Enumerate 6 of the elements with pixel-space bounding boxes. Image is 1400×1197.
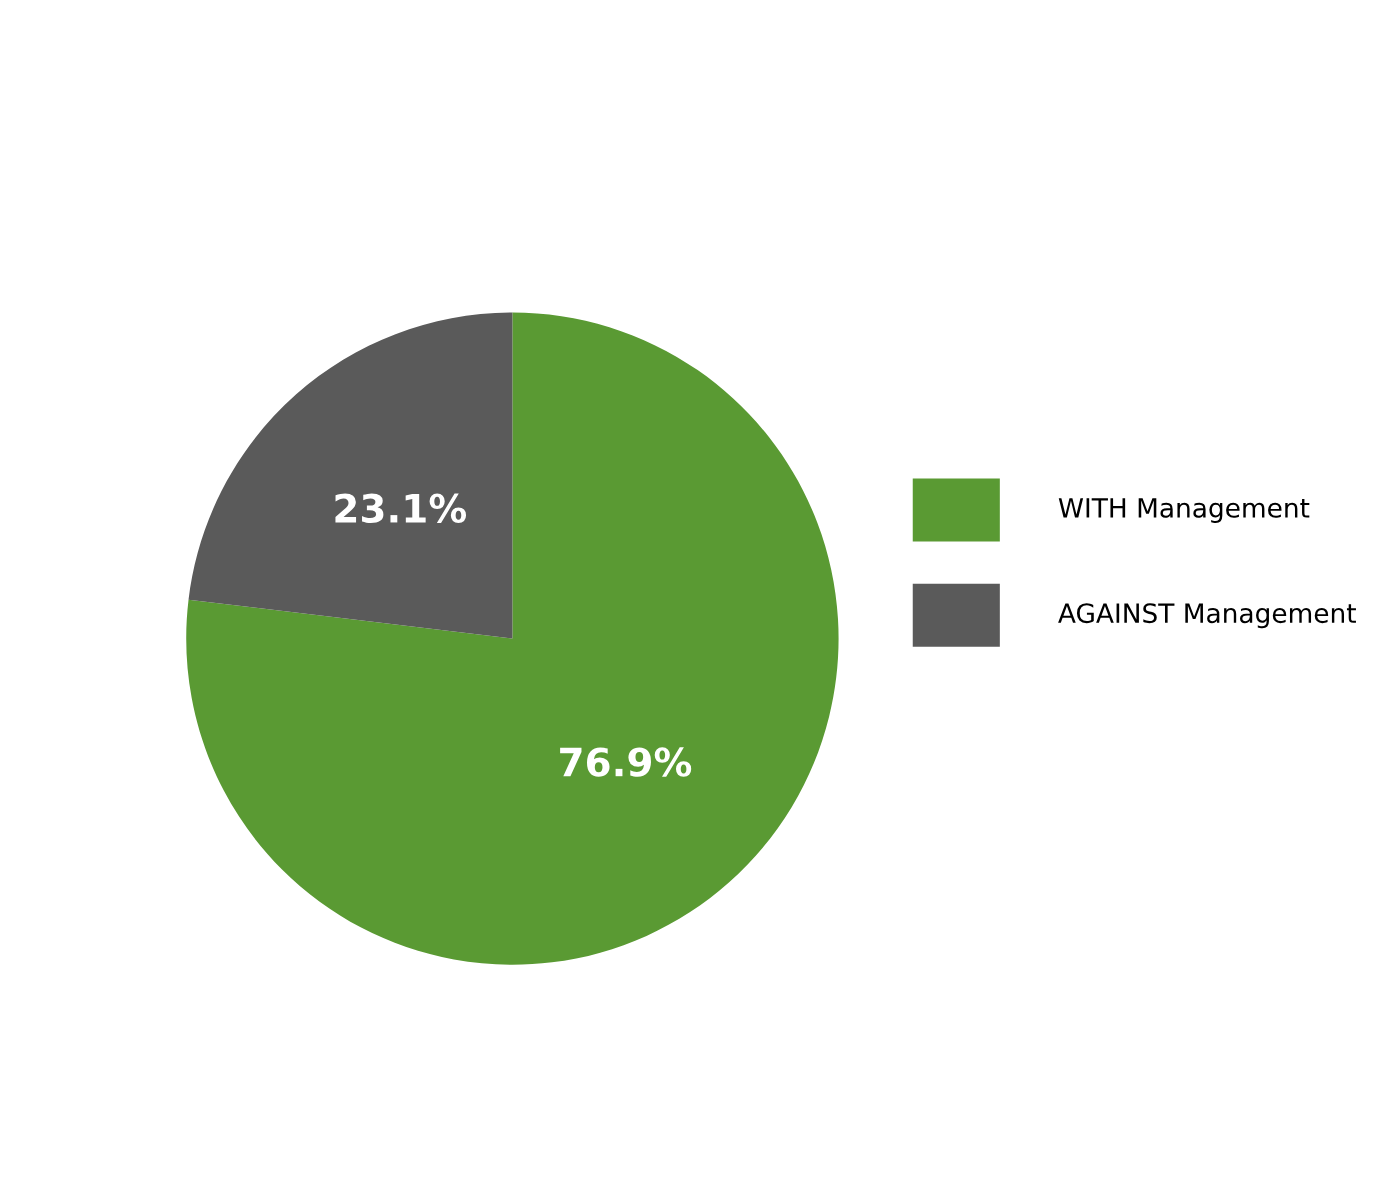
legend-label: AGAINST Management (1058, 603, 1356, 629)
data-label: 23.1% (335, 493, 467, 524)
pie-slice (186, 312, 839, 965)
pie-slice (188, 312, 513, 639)
legend-label: WITH Management (1058, 498, 1310, 523)
data-label: 76.9% (560, 747, 692, 777)
